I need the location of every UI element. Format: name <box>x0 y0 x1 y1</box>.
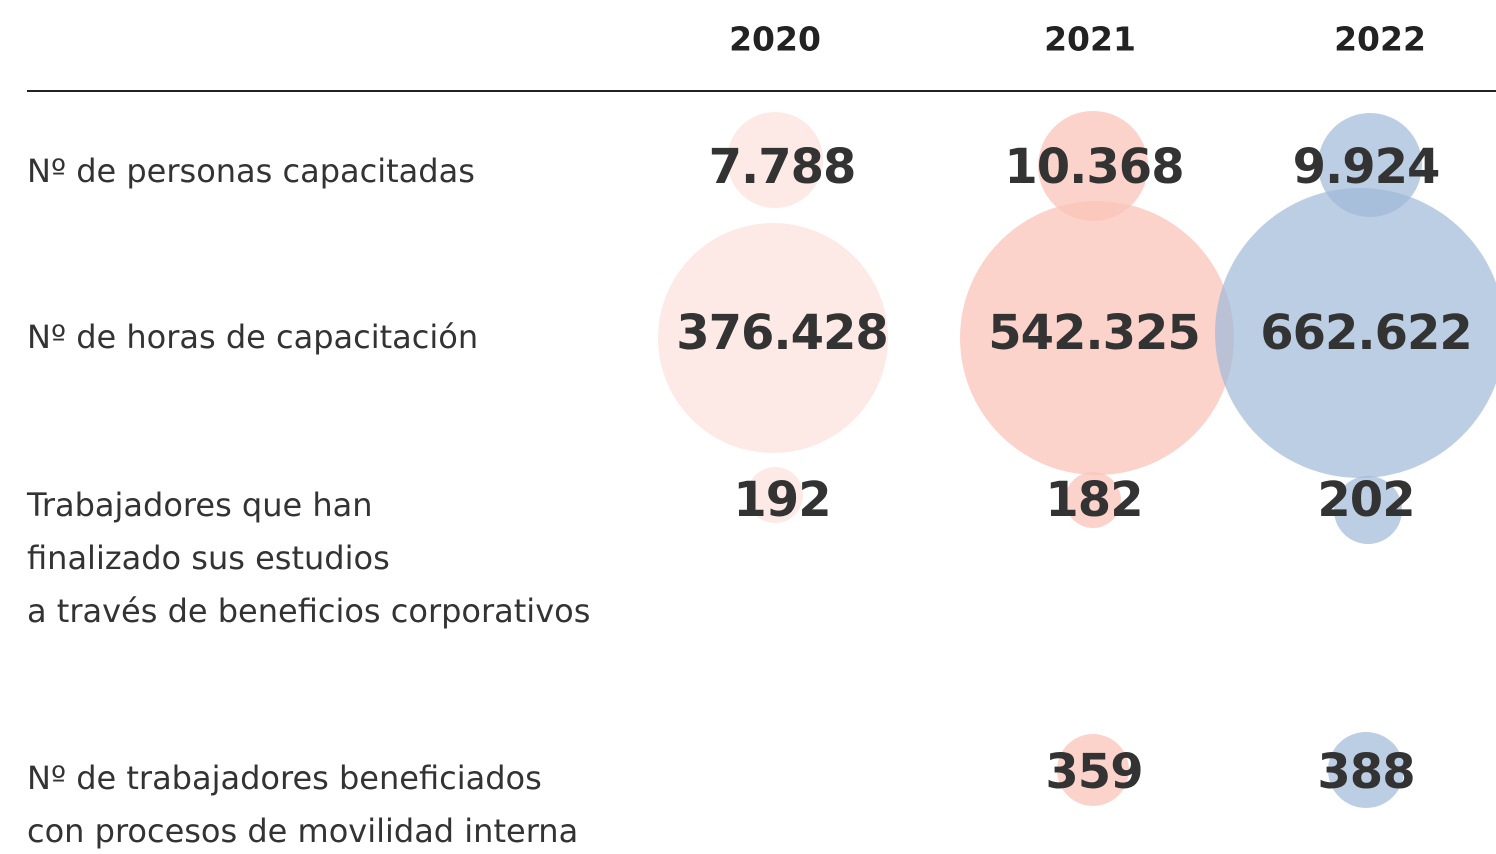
texts: 2020 2021 2022 Nº de personas capacitadas 7.… <box>26 20 1473 851</box>
bubble <box>658 223 888 453</box>
bubble <box>1334 476 1402 544</box>
bubble <box>727 112 823 208</box>
row-label: Nº de trabajadores beneficiados <box>27 759 542 797</box>
cell-value: 542.325 <box>988 305 1200 361</box>
cell-value: 359 <box>1045 744 1142 800</box>
cell-value: 7.788 <box>709 139 856 195</box>
row-label: Nº de personas capacitadas <box>27 152 475 190</box>
bubble <box>1215 188 1496 478</box>
row-label: Nº de horas de capacitación <box>27 318 478 356</box>
year-header: 2021 <box>1044 20 1136 59</box>
bubble <box>1038 111 1148 221</box>
cell-value: 182 <box>1045 472 1142 528</box>
row-label: finalizado sus estudios <box>27 539 390 577</box>
row-label: a través de beneficios corporativos <box>27 592 590 630</box>
year-header: 2022 <box>1334 20 1426 59</box>
bubble <box>747 467 803 523</box>
cell-value: 388 <box>1317 744 1414 800</box>
cell-value: 662.622 <box>1260 305 1472 361</box>
cell-value: 202 <box>1317 472 1414 528</box>
row-label: Trabajadores que han <box>26 486 373 524</box>
cell-value: 9.924 <box>1293 139 1440 195</box>
bubble <box>1328 732 1404 808</box>
bubbles <box>658 111 1496 808</box>
bubble <box>1057 734 1129 806</box>
year-header: 2020 <box>729 20 821 59</box>
cell-value: 376.428 <box>676 305 888 361</box>
cell-value: 10.368 <box>1004 139 1183 195</box>
bubble <box>960 201 1234 475</box>
cell-value: 192 <box>733 472 830 528</box>
row-label: con procesos de movilidad interna <box>27 812 578 850</box>
bubble <box>1065 472 1121 528</box>
